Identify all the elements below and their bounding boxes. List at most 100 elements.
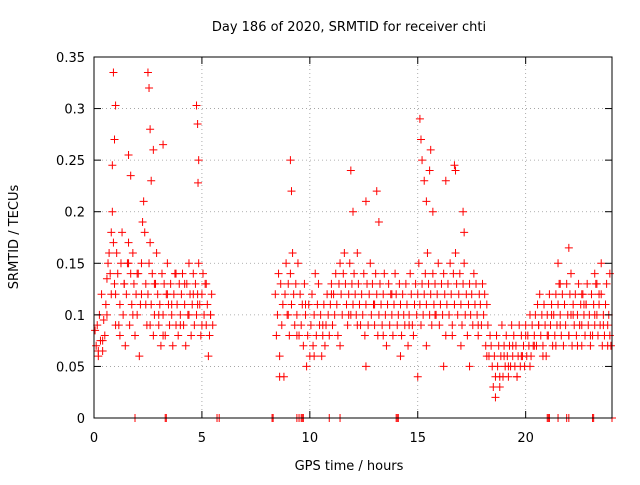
data-point — [124, 150, 133, 159]
data-point — [331, 269, 340, 278]
data-point — [104, 259, 113, 268]
data-point — [508, 341, 517, 350]
data-point — [556, 321, 565, 330]
data-point — [491, 393, 500, 402]
data-point — [344, 310, 353, 319]
data-point — [327, 279, 336, 288]
data-point — [577, 290, 586, 299]
x-tick-label: 5 — [198, 431, 206, 446]
data-point — [345, 259, 354, 268]
data-point — [431, 310, 440, 319]
data-point — [327, 290, 336, 299]
data-point — [190, 321, 199, 330]
data-point — [193, 120, 202, 129]
data-point — [198, 269, 207, 278]
data-point — [556, 279, 565, 288]
data-point — [292, 331, 301, 340]
data-point — [402, 300, 411, 309]
data-point — [98, 336, 107, 345]
data-point — [292, 310, 301, 319]
data-point — [459, 207, 468, 216]
data-point — [509, 331, 518, 340]
data-point — [595, 290, 604, 299]
data-point — [401, 279, 410, 288]
data-point — [284, 279, 293, 288]
data-point — [446, 259, 455, 268]
data-point — [102, 274, 111, 283]
data-point — [361, 362, 370, 371]
data-point — [370, 300, 379, 309]
data-point — [126, 171, 135, 180]
data-point — [495, 383, 504, 392]
data-point — [493, 362, 502, 371]
data-point — [569, 310, 578, 319]
data-point — [350, 269, 359, 278]
data-point — [278, 300, 287, 309]
data-point — [354, 279, 363, 288]
data-point — [534, 321, 543, 330]
points-layer — [91, 68, 616, 422]
data-point — [184, 310, 193, 319]
data-point — [469, 269, 478, 278]
data-point — [482, 352, 491, 361]
y-axis-label: SRMTID / TECUs — [7, 185, 22, 290]
data-point — [293, 259, 302, 268]
data-point — [115, 331, 124, 340]
data-point — [423, 248, 432, 257]
data-point — [361, 300, 370, 309]
data-point — [448, 331, 457, 340]
data-point — [194, 259, 203, 268]
data-point — [124, 238, 133, 247]
data-point — [337, 290, 346, 299]
data-point — [307, 290, 316, 299]
data-point — [426, 145, 435, 154]
data-point — [154, 310, 163, 319]
data-point — [572, 331, 581, 340]
data-point — [558, 290, 567, 299]
data-point — [420, 176, 429, 185]
data-point — [415, 114, 424, 123]
data-point — [157, 269, 166, 278]
data-point — [197, 290, 206, 299]
data-point — [299, 341, 308, 350]
data-point — [204, 352, 213, 361]
data-point — [275, 352, 284, 361]
data-point — [300, 279, 309, 288]
data-point — [287, 300, 296, 309]
data-point — [435, 321, 444, 330]
data-point — [538, 352, 547, 361]
data-point — [428, 269, 437, 278]
data-point — [155, 300, 164, 309]
data-point — [384, 279, 393, 288]
data-point — [434, 259, 443, 268]
data-point — [159, 140, 168, 149]
data-point — [127, 300, 136, 309]
data-point — [119, 310, 128, 319]
data-point — [391, 269, 400, 278]
data-point — [194, 178, 203, 187]
data-point — [592, 279, 601, 288]
data-point — [439, 362, 448, 371]
data-point — [460, 228, 469, 237]
data-point — [301, 310, 310, 319]
y-tick-label: 0.2 — [64, 206, 85, 221]
data-point — [442, 300, 451, 309]
data-point — [206, 310, 215, 319]
data-point — [448, 321, 457, 330]
data-point — [406, 269, 415, 278]
data-point — [397, 331, 406, 340]
data-point — [368, 279, 377, 288]
data-point — [353, 321, 362, 330]
data-point — [146, 238, 155, 247]
data-point — [196, 331, 205, 340]
data-point — [530, 341, 539, 350]
data-point — [418, 156, 427, 165]
data-point — [106, 269, 115, 278]
data-point — [453, 310, 462, 319]
data-point — [328, 321, 337, 330]
data-point — [167, 300, 176, 309]
data-point — [139, 197, 148, 206]
data-point — [109, 238, 118, 247]
